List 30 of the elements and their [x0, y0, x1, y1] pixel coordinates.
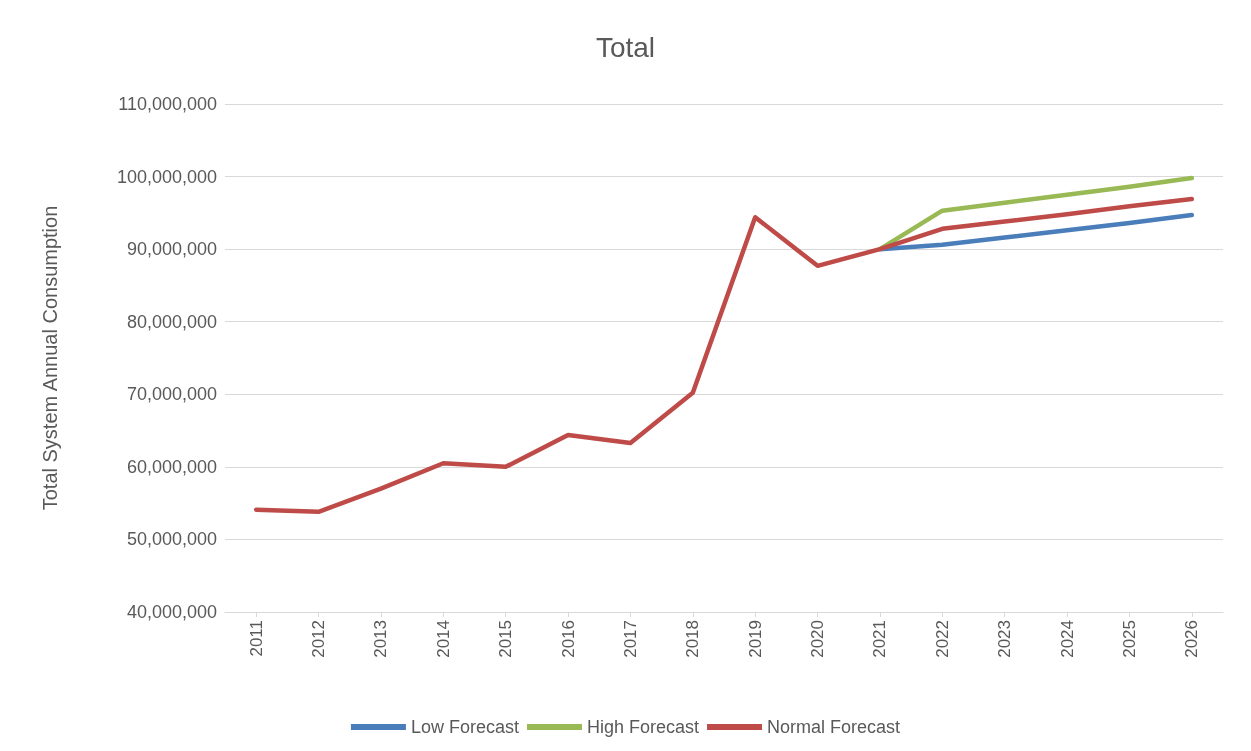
x-tick-label: 2024 [1057, 620, 1077, 658]
x-tick-label: 2012 [309, 620, 329, 658]
y-tick-label: 60,000,000 [126, 456, 217, 477]
x-tick-label: 2023 [995, 620, 1015, 658]
chart-title: Total [595, 31, 656, 63]
x-tick-label: 2021 [870, 620, 890, 658]
line-series [253, 196, 1195, 515]
y-tick-label: 90,000,000 [126, 239, 217, 260]
x-tick-label: 2020 [808, 620, 828, 658]
x-tick-label: 2026 [1182, 620, 1202, 658]
x-tick-label: 2025 [1119, 620, 1139, 658]
legend-label: Low Forecast [410, 717, 519, 737]
x-tick-label: 2014 [433, 620, 453, 658]
y-tick-label: 50,000,000 [126, 529, 217, 550]
x-tick-label: 2022 [932, 620, 952, 658]
y-tick-label: 70,000,000 [126, 384, 217, 405]
legend-label: Normal Forecast [767, 717, 901, 737]
y-tick-label: 40,000,000 [126, 602, 217, 622]
y-tick-label: 100,000,000 [116, 166, 217, 187]
y-tick-label: 110,000,000 [118, 94, 217, 114]
y-tick-label: 80,000,000 [126, 311, 217, 332]
x-tick-label: 2013 [371, 620, 391, 658]
y-axis-title: Total System Annual Consumption [39, 205, 61, 511]
x-tick-label: 2017 [620, 620, 640, 658]
x-tick-label: 2018 [683, 620, 703, 658]
x-tick-label: 2019 [745, 620, 765, 658]
x-tick-label: 2015 [496, 620, 516, 658]
legend-label: High Forecast [586, 717, 700, 737]
x-tick-label: 2011 [246, 620, 266, 657]
x-tick-label: 2016 [558, 620, 578, 658]
